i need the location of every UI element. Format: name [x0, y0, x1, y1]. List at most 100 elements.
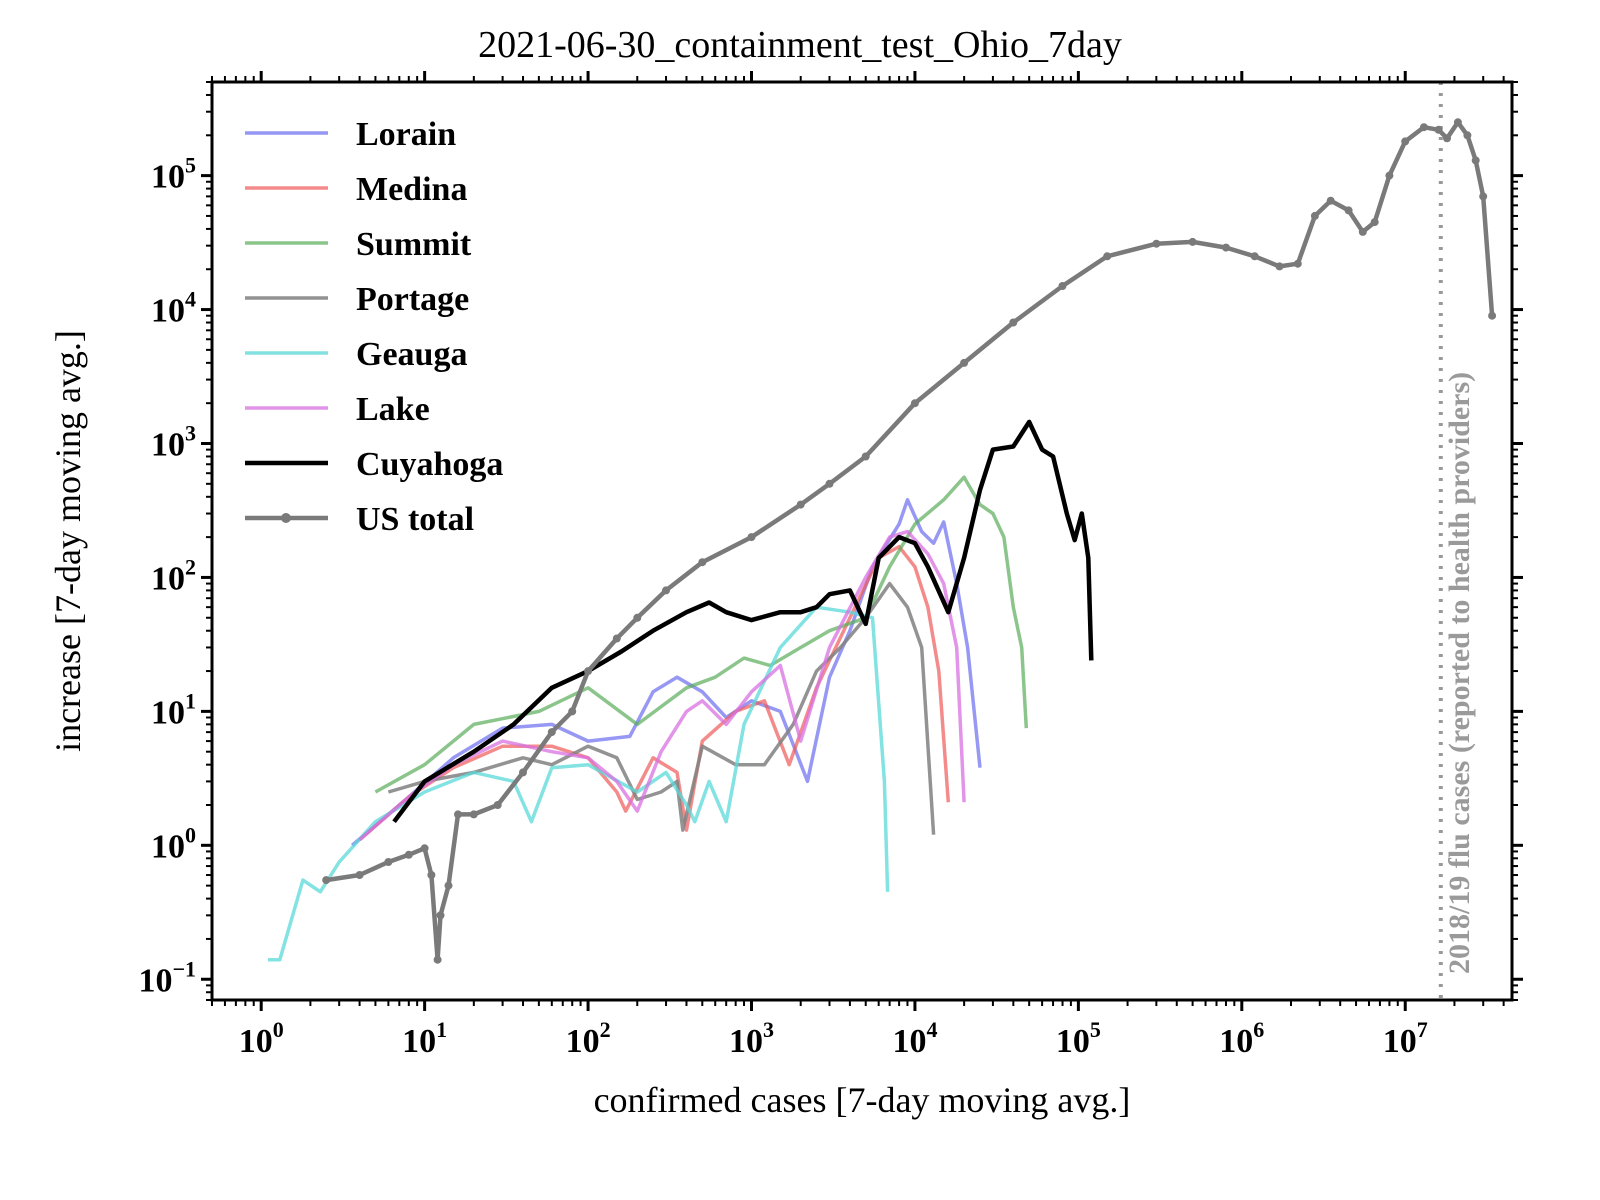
data-point [469, 810, 478, 819]
data-point [1222, 243, 1230, 252]
data-point [1434, 125, 1443, 134]
y-axis-title: increase [7-day moving avg.] [48, 330, 88, 752]
x-axis-title: confirmed cases [7-day moving avg.] [594, 1080, 1131, 1120]
series-lorain [350, 498, 982, 847]
data-point [747, 533, 756, 542]
ticks-layer: 100 101 102 103 104 105 106 107 10−1 100 101 102 103… [138, 71, 1523, 1060]
y-tick-label: 10−1 [138, 956, 196, 999]
series-line [374, 475, 1029, 794]
y-tick-label: 105 [151, 153, 196, 196]
series-cuyahoga [392, 419, 1094, 824]
data-point [1385, 171, 1394, 180]
data-point [662, 586, 670, 595]
series-line [268, 605, 890, 962]
legend-label: US total [356, 501, 474, 538]
y-tick-label: 103 [151, 420, 196, 463]
data-point [1463, 131, 1472, 140]
reference-layer: 2018/19 flu cases (reported to health pr… [1438, 82, 1476, 1000]
data-point [1453, 118, 1462, 127]
data-point [444, 881, 453, 890]
data-point [454, 810, 462, 819]
legend-label: Lorain [356, 116, 456, 153]
data-point [1188, 237, 1197, 246]
data-point [547, 728, 556, 737]
chart-title: 2021-06-30_containment_test_Ohio_7day [478, 24, 1122, 66]
y-tick-label: 100 [151, 822, 196, 865]
data-point [568, 707, 577, 716]
data-point [420, 844, 429, 853]
data-point [1152, 239, 1161, 248]
data-point [1058, 282, 1067, 290]
data-point [1275, 262, 1284, 271]
data-point [1326, 196, 1335, 205]
data-point [910, 399, 919, 408]
data-point [612, 634, 621, 643]
x-tick-label: 100 [239, 1017, 284, 1060]
data-point [433, 955, 442, 964]
series-line [387, 581, 936, 835]
legend-label: Portage [356, 281, 469, 318]
data-point [1443, 134, 1451, 143]
data-point [493, 801, 502, 809]
y-tick-label: 101 [151, 688, 196, 731]
y-tick-label: 104 [151, 287, 196, 330]
data-point [1471, 156, 1480, 165]
data-point [436, 911, 445, 920]
data-point [1250, 252, 1259, 261]
data-point [796, 500, 805, 509]
series-line [350, 498, 982, 847]
data-point [1488, 311, 1497, 320]
x-tick-label: 105 [1056, 1017, 1101, 1060]
x-tick-label: 101 [402, 1017, 447, 1060]
y-tick-label: 102 [151, 554, 196, 597]
data-point [1103, 252, 1112, 261]
data-point [1293, 259, 1302, 268]
data-point [960, 358, 969, 367]
data-point [1310, 211, 1319, 220]
x-tick-label: 104 [892, 1017, 937, 1060]
legend-label: Lake [356, 391, 430, 428]
data-point [1419, 123, 1428, 132]
data-point [322, 876, 331, 885]
series-portage [387, 581, 936, 835]
series-lake [358, 529, 966, 842]
data-point [1358, 227, 1367, 236]
series-medina [358, 544, 951, 842]
series-summit [374, 475, 1029, 794]
data-point [404, 850, 413, 859]
series-line [358, 544, 951, 842]
data-point [384, 858, 393, 866]
reference-line-label: 2018/19 flu cases (reported to health pr… [1443, 372, 1476, 974]
legend: Lorain Medina Summit Portage Geauga Lake Cuyah… [245, 116, 503, 538]
data-point [825, 479, 834, 488]
data-point [1344, 206, 1353, 215]
data-point [1479, 192, 1488, 201]
data-point [427, 871, 436, 879]
series-us-total [322, 118, 1497, 964]
legend-label: Cuyahoga [356, 446, 503, 483]
data-point [1009, 318, 1018, 327]
series-line [325, 120, 1495, 962]
series-layer [268, 118, 1497, 964]
legend-label: Geauga [356, 336, 467, 373]
data-point [633, 613, 642, 622]
series-geauga [268, 605, 890, 962]
data-point [519, 768, 527, 777]
legend-label: Medina [356, 171, 467, 208]
data-point [1370, 218, 1379, 227]
data-point [355, 871, 364, 879]
data-point [861, 452, 870, 461]
x-tick-label: 103 [729, 1017, 774, 1060]
legend-marker [281, 513, 291, 523]
plot-frame [210, 80, 1514, 1002]
x-tick-label: 107 [1383, 1017, 1428, 1060]
x-tick-label: 106 [1219, 1017, 1264, 1060]
series-line [358, 529, 966, 842]
series-line [392, 419, 1094, 824]
data-point [1401, 137, 1410, 146]
data-point [584, 667, 593, 676]
legend-label: Summit [356, 226, 472, 263]
x-tick-label: 102 [566, 1017, 611, 1060]
data-point [698, 558, 707, 567]
